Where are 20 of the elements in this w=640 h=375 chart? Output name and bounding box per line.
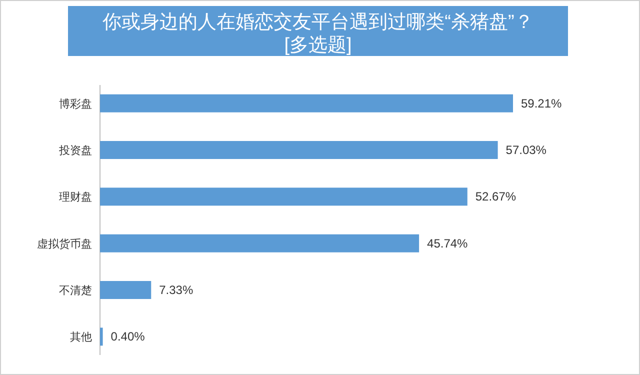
bar — [100, 94, 513, 112]
y-tick-label: 投资盘 — [58, 145, 92, 157]
data-label: 59.21% — [521, 96, 562, 110]
bar — [100, 328, 103, 346]
data-label: 0.40% — [110, 330, 146, 344]
data-label: 45.74% — [427, 236, 468, 250]
data-label: 52.67% — [475, 190, 516, 204]
chart-subtitle: [多选题] — [284, 35, 352, 56]
bar — [100, 234, 420, 252]
y-tick-label: 其他 — [70, 330, 92, 344]
chart-title: 你或身边的人在婚恋交友平台遇到过哪类“杀猪盘”？ — [102, 11, 534, 33]
bar — [100, 188, 468, 206]
bar — [100, 141, 498, 159]
y-tick-label: 理财盘 — [59, 190, 92, 204]
y-tick-label: 博彩盘 — [59, 97, 92, 110]
bar — [100, 281, 152, 299]
data-label: 7.33% — [159, 283, 194, 297]
y-tick-label: 不清楚 — [59, 284, 92, 297]
data-label: 57.03% — [506, 143, 547, 157]
y-tick-label: 虚拟货币盘 — [37, 237, 92, 250]
